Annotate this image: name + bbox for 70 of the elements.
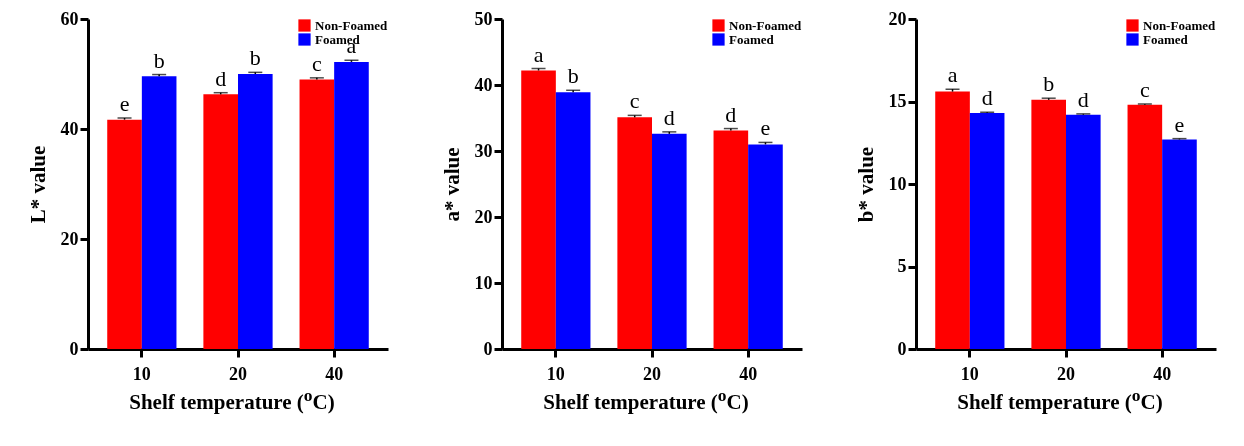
legend-label: Non-Foamed <box>1142 17 1216 33</box>
data-label: a <box>533 41 544 67</box>
bar <box>141 76 176 349</box>
bar <box>651 133 687 349</box>
bar <box>747 144 783 349</box>
y-tick-label: 40 <box>474 74 492 95</box>
bar <box>934 91 970 349</box>
data-label: d <box>663 104 675 130</box>
bar <box>333 61 369 349</box>
data-label: d <box>724 101 736 127</box>
x-tick-label: 10 <box>132 363 151 384</box>
bar <box>520 70 556 349</box>
data-label: e <box>760 115 770 141</box>
x-tick-label: 10 <box>546 363 565 384</box>
data-label: b <box>249 45 261 71</box>
bar <box>713 130 748 349</box>
data-label: c <box>1139 76 1150 102</box>
bar <box>969 113 1004 349</box>
y-tick-label: 15 <box>888 91 906 111</box>
data-label: c <box>629 88 640 114</box>
bar <box>237 74 273 349</box>
y-tick-label: 20 <box>888 8 906 29</box>
bar <box>616 117 652 349</box>
y-tick-label: 5 <box>897 256 906 276</box>
legend-label: Non-Foamed <box>314 17 388 33</box>
y-tick-label: 20 <box>60 228 78 249</box>
legend-label: Foamed <box>728 31 775 47</box>
data-label: d <box>981 85 993 111</box>
data-label: b <box>1042 71 1054 97</box>
x-tick-label: 20 <box>228 363 247 384</box>
x-tick-label: 20 <box>642 363 661 384</box>
bar <box>1161 139 1197 349</box>
y-axis-title: L* value <box>25 145 49 224</box>
x-tick-label: 40 <box>1152 363 1171 384</box>
legend-label: Non-Foamed <box>728 17 802 33</box>
bar <box>1030 99 1066 349</box>
y-tick-label: 10 <box>888 173 906 194</box>
bar <box>1127 104 1162 349</box>
y-tick-label: 20 <box>474 206 492 227</box>
data-label: b <box>153 47 165 73</box>
bar <box>555 92 590 349</box>
data-label: e <box>119 91 129 116</box>
data-label: d <box>214 65 226 91</box>
data-label: a <box>947 62 958 88</box>
x-tick-label: 20 <box>1056 363 1075 384</box>
y-tick-label: 0 <box>897 338 906 359</box>
y-axis-title: b* value <box>853 146 877 223</box>
bar <box>106 119 142 349</box>
y-tick-label: 50 <box>474 8 492 29</box>
y-tick-label: 30 <box>474 140 492 161</box>
x-tick-label: 10 <box>960 363 979 384</box>
bar <box>202 94 238 349</box>
y-tick-label: 0 <box>69 338 78 359</box>
data-label: e <box>1174 111 1184 137</box>
y-axis-title: a* value <box>439 147 463 222</box>
bar <box>299 79 334 349</box>
data-label: b <box>567 63 579 89</box>
y-tick-label: 40 <box>60 118 78 139</box>
data-label: c <box>311 50 322 76</box>
y-tick-label: 0 <box>483 338 492 359</box>
x-tick-label: 40 <box>324 363 343 384</box>
x-tick-label: 40 <box>738 363 757 384</box>
x-axis-title: Shelf temperature ($^{o}$C) <box>128 385 335 415</box>
legend-label: Foamed <box>1142 31 1189 47</box>
y-tick-label: 10 <box>474 272 492 293</box>
data-label: d <box>1077 86 1089 112</box>
x-axis-title: Shelf temperature ($^{o}$C) <box>956 385 1163 415</box>
x-axis-title: Shelf temperature ($^{o}$C) <box>542 385 749 415</box>
bar <box>1065 114 1101 349</box>
y-tick-label: 60 <box>60 8 78 29</box>
